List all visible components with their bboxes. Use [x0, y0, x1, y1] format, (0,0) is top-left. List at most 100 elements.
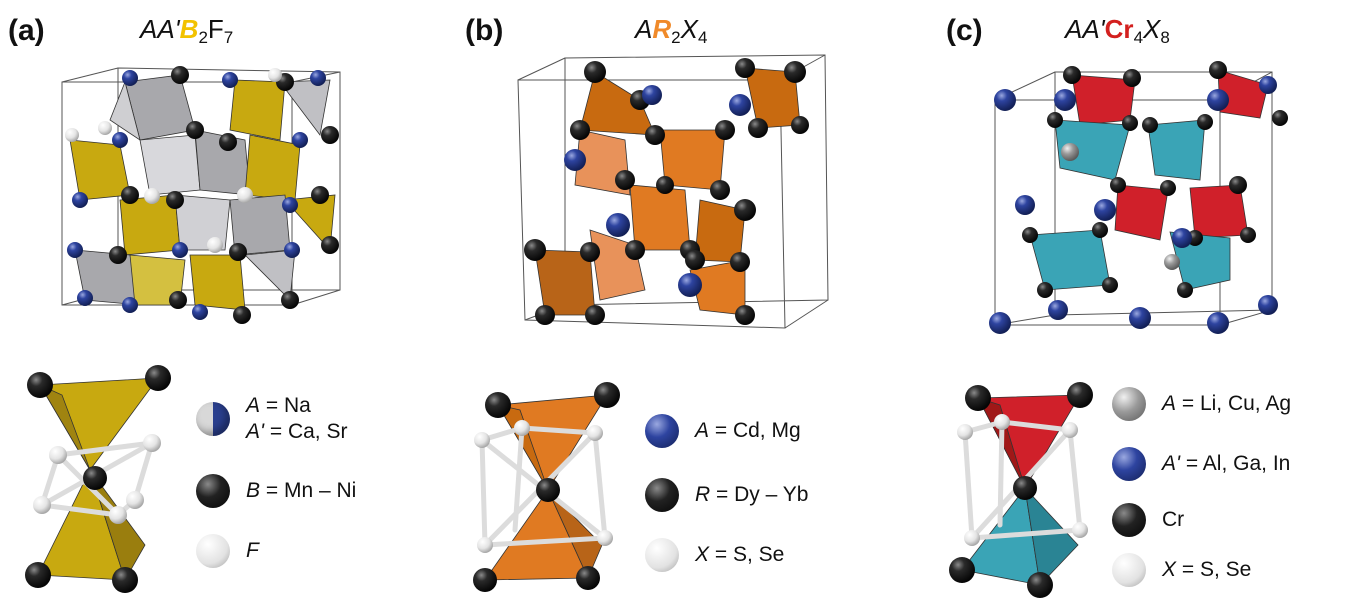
atom: [656, 176, 674, 194]
atom: [989, 312, 1011, 334]
formula-element: R: [652, 14, 672, 44]
atom: [1015, 195, 1035, 215]
panel-label: (b): [465, 14, 504, 47]
atom: [122, 297, 138, 313]
local-motif-a: [25, 365, 171, 593]
atom: [229, 243, 247, 261]
blue-atom-icon: [1112, 447, 1146, 481]
atom: [524, 239, 546, 261]
atom: [584, 61, 606, 83]
legend-item-x-site: X = S, Se: [1112, 553, 1251, 587]
atom: [321, 236, 339, 254]
atom: [1177, 282, 1193, 298]
atom: [585, 305, 605, 325]
atom: [1092, 222, 1108, 238]
legend-item-a-site: A = Cd, Mg: [645, 414, 801, 448]
atom: [1172, 228, 1192, 248]
atom: [994, 89, 1016, 111]
atom: [122, 70, 138, 86]
atom: [1258, 295, 1278, 315]
panel-a: (a) AA'B2F7: [0, 0, 440, 601]
blue-atom-icon: [645, 414, 679, 448]
atom: [735, 58, 755, 78]
atom: [1022, 227, 1038, 243]
atom: [710, 180, 730, 200]
atom: [729, 94, 751, 116]
atom: [192, 304, 208, 320]
formula-element: B: [179, 14, 199, 44]
atom: [748, 118, 768, 138]
atom: [171, 66, 189, 84]
atom: [65, 128, 79, 142]
local-motif-b: [473, 382, 620, 592]
atom: [1207, 89, 1229, 111]
atom: [1164, 254, 1180, 270]
panel-label: (c): [946, 14, 983, 47]
half-blue-white-atom-icon: [196, 402, 230, 436]
legend-item-b-site: B = Mn – Ni: [196, 474, 356, 508]
atom: [580, 242, 600, 262]
atom: [1122, 115, 1138, 131]
atom: [219, 133, 237, 151]
atom: [734, 199, 756, 221]
atom: [1240, 227, 1256, 243]
legend-item-x-site: X = S, Se: [645, 538, 784, 572]
white-atom-icon: [1112, 553, 1146, 587]
atom: [570, 120, 590, 140]
atom: [67, 242, 83, 258]
atom: [1061, 143, 1079, 161]
legend-item-a-site: A = Li, Cu, Ag: [1112, 387, 1291, 421]
atom: [715, 120, 735, 140]
atom: [207, 237, 223, 253]
atom: [1272, 110, 1288, 126]
atom: [1229, 176, 1247, 194]
atom: [645, 125, 665, 145]
black-atom-icon: [645, 478, 679, 512]
local-motif-c: [949, 382, 1093, 598]
atom: [98, 121, 112, 135]
atom: [172, 242, 188, 258]
atom: [284, 242, 300, 258]
formula-title: AA'Cr4X8: [1065, 14, 1170, 47]
atom: [310, 70, 326, 86]
atom: [735, 305, 755, 325]
atom: [1197, 114, 1213, 130]
atom: [1037, 282, 1053, 298]
atom: [730, 252, 750, 272]
legend-item-r-site: R = Dy – Yb: [645, 478, 808, 512]
atom: [281, 291, 299, 309]
atom: [791, 116, 809, 134]
atom: [1207, 312, 1229, 334]
atom: [1048, 300, 1068, 320]
atom: [1209, 61, 1227, 79]
legend-item-a-site: A = Na A' = Ca, Sr: [196, 393, 347, 445]
atom: [1129, 307, 1151, 329]
atom: [1160, 180, 1176, 196]
atom: [1094, 199, 1116, 221]
atom: [535, 305, 555, 325]
atom: [1123, 69, 1141, 87]
atom: [1054, 89, 1076, 111]
panel-label: (a): [8, 14, 45, 47]
atom: [1102, 277, 1118, 293]
atom: [121, 186, 139, 204]
black-atom-icon: [196, 474, 230, 508]
atom: [292, 132, 308, 148]
crystal-structure-a: [61, 66, 341, 324]
atom: [169, 291, 187, 309]
formula-title: AA'B2F7: [140, 14, 234, 47]
atom: [144, 188, 160, 204]
gray-atom-icon: [1112, 387, 1146, 421]
formula-element: Cr: [1104, 14, 1134, 44]
atom: [564, 149, 586, 171]
atom: [1047, 112, 1063, 128]
atom: [222, 72, 238, 88]
atom: [1142, 117, 1158, 133]
white-atom-icon: [196, 534, 230, 568]
atom: [1063, 66, 1081, 84]
atom: [282, 197, 298, 213]
panel-c: (c) AA'Cr4X8: [900, 0, 1349, 601]
crystal-structure-c: [989, 61, 1288, 334]
black-atom-icon: [1112, 503, 1146, 537]
atom: [784, 61, 806, 83]
